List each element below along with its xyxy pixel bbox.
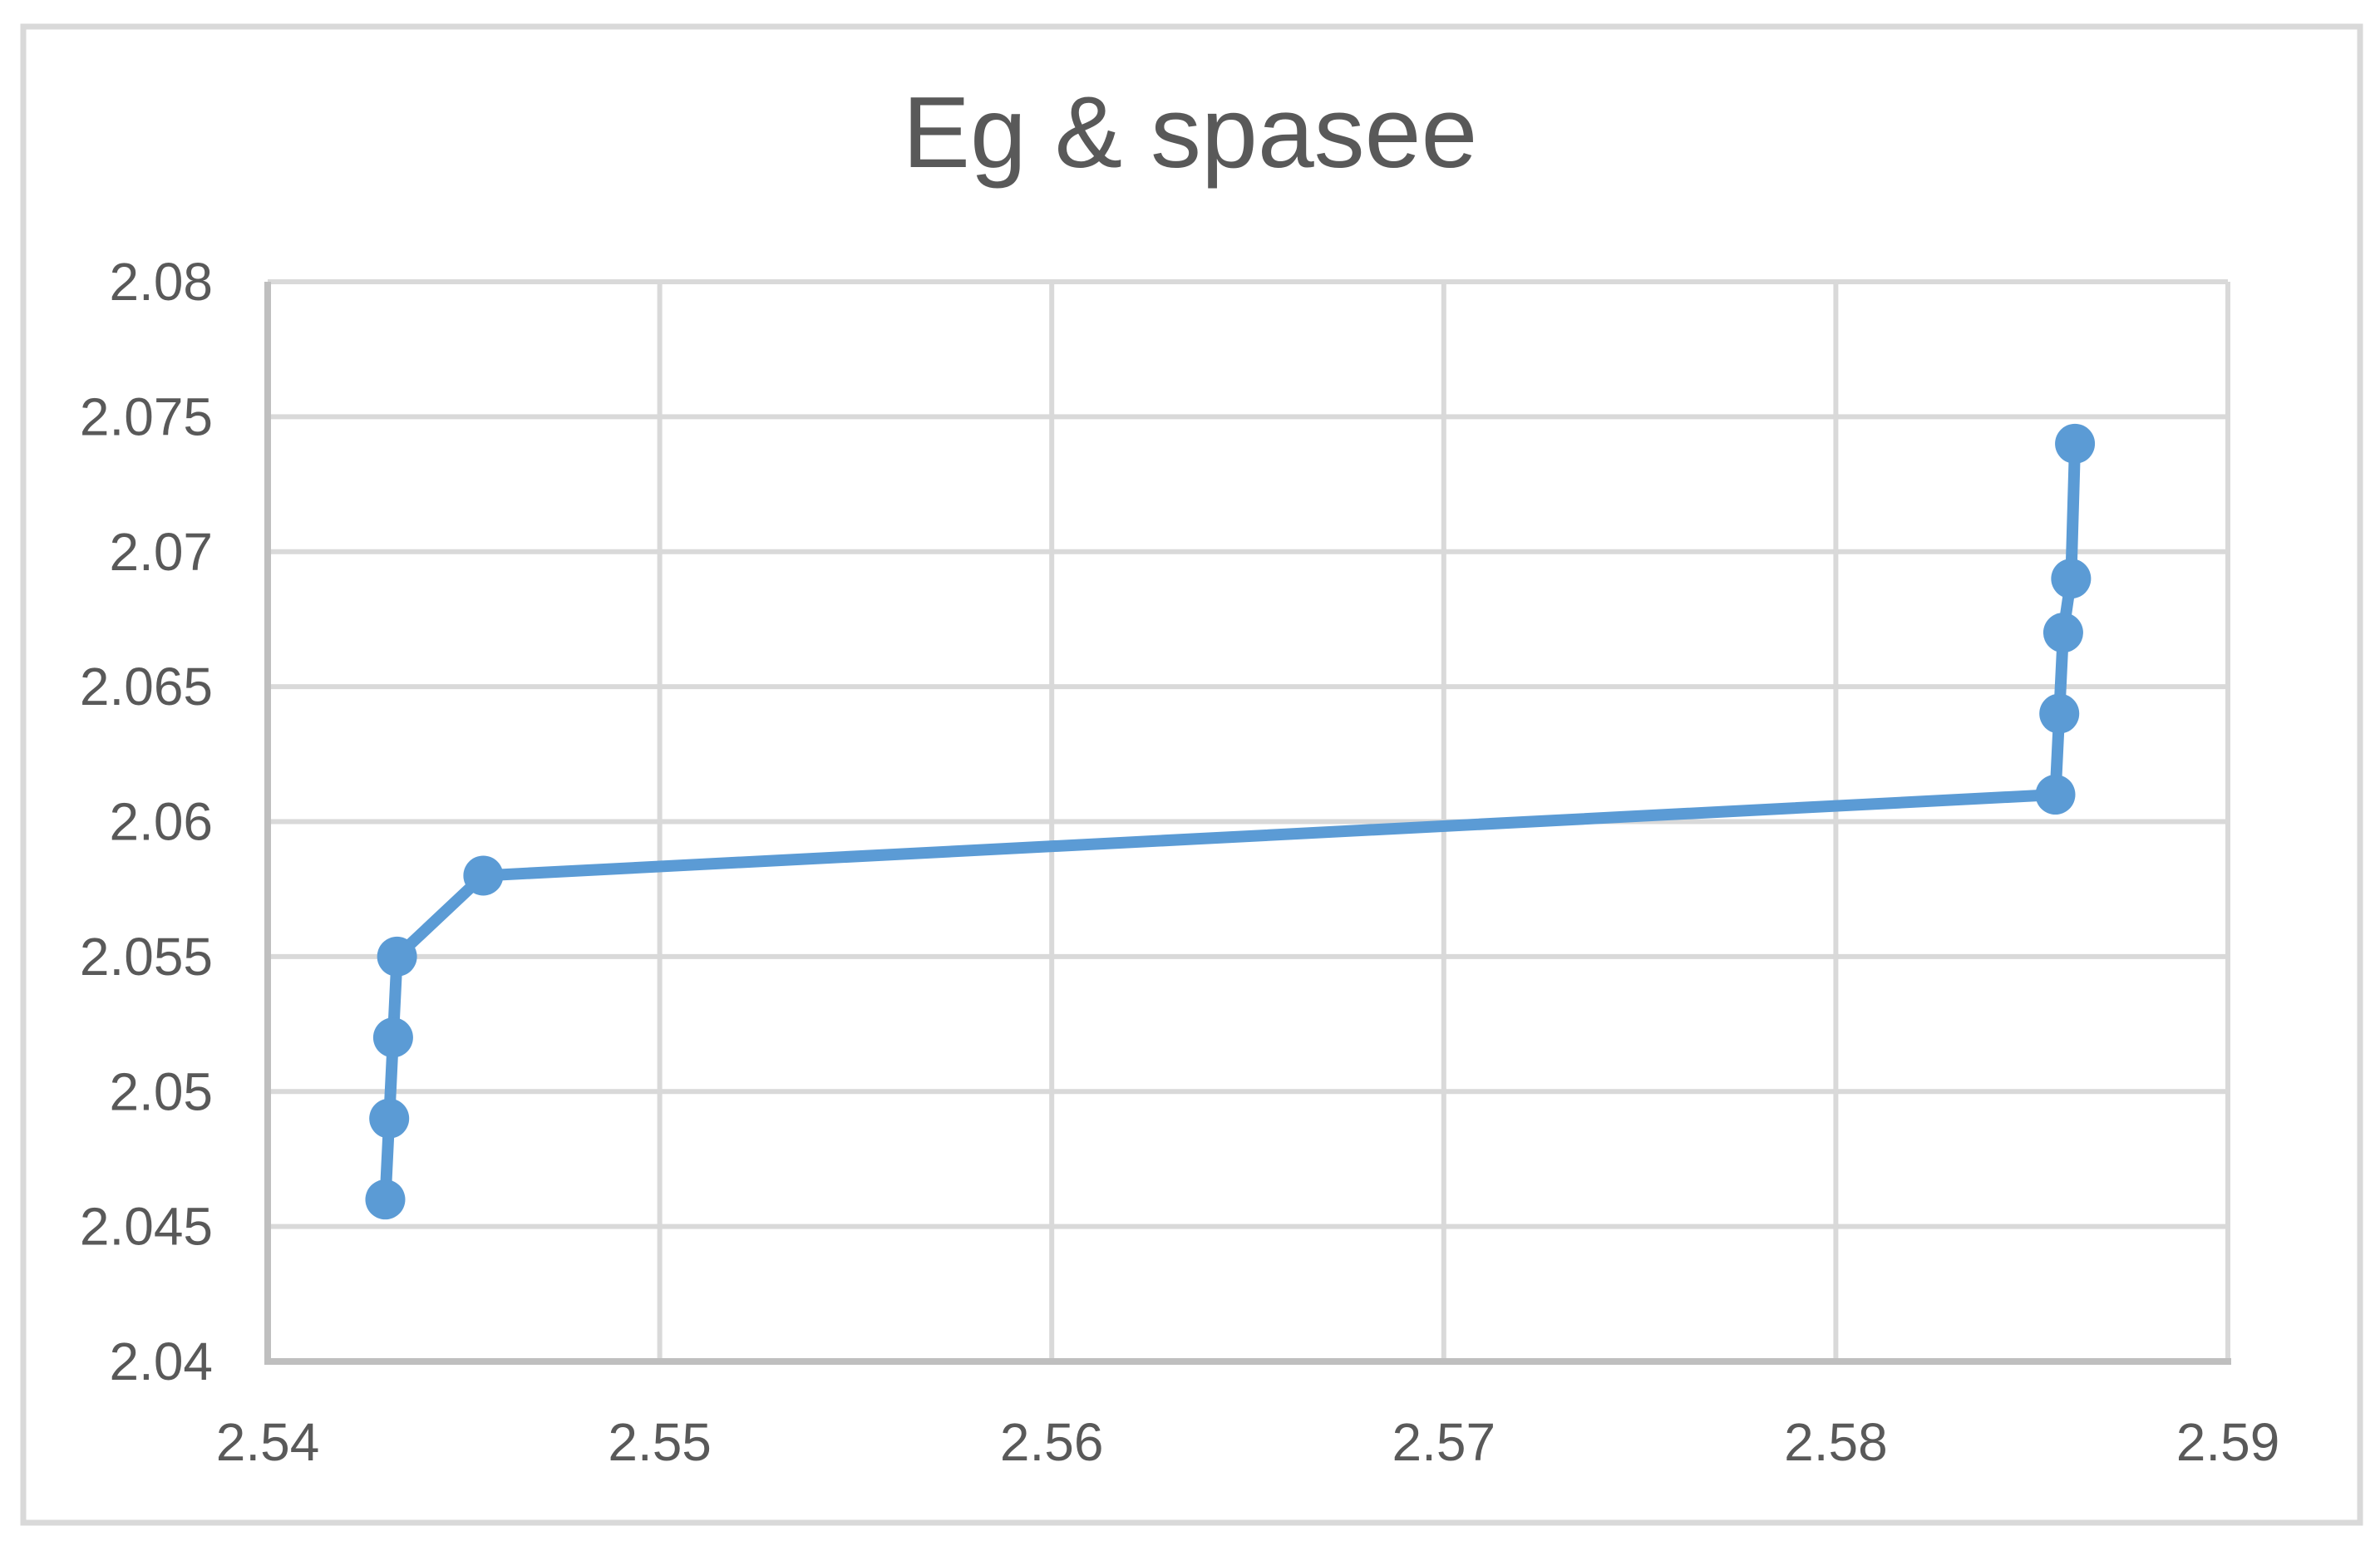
data-point-marker [365,1179,406,1220]
y-tick-label: 2.065 [80,657,213,716]
x-tick-label: 2.58 [1784,1412,1888,1472]
chart-title: Eg & spasee [902,76,1478,189]
data-point-marker [2055,423,2096,464]
y-tick-label: 2.06 [109,792,213,852]
chart-border [20,23,2363,1526]
data-point-marker [372,1017,413,1058]
y-tick-label: 2.04 [109,1332,213,1391]
data-point-marker [2039,693,2080,734]
x-tick-label: 2.54 [216,1412,320,1472]
x-tick-label: 2.59 [2176,1412,2280,1472]
data-point-marker [2035,775,2076,815]
data-point-marker [463,855,504,896]
y-tick-label: 2.075 [80,386,213,446]
y-tick-label: 2.08 [109,252,213,312]
data-point-marker [369,1098,410,1139]
y-tick-label: 2.07 [109,522,213,582]
x-tick-label: 2.57 [1392,1412,1496,1472]
x-tick-label: 2.56 [1000,1412,1104,1472]
x-tick-label: 2.55 [608,1412,712,1472]
y-tick-label: 2.045 [80,1197,213,1257]
data-point-marker [2042,613,2083,653]
data-point-marker [377,936,417,977]
data-series-line [379,437,2082,1206]
y-tick-label: 2.055 [80,927,213,987]
y-tick-label: 2.05 [109,1061,213,1121]
data-point-marker [2051,559,2092,599]
